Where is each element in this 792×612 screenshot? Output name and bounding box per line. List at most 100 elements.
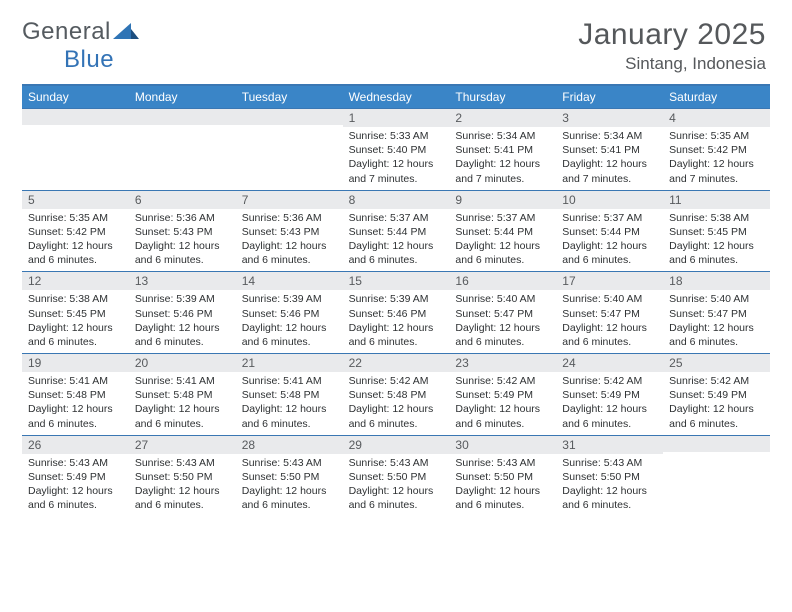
day-cell: 20Sunrise: 5:41 AMSunset: 5:48 PMDayligh… <box>129 354 236 435</box>
sunset-text: Sunset: 5:48 PM <box>28 388 123 402</box>
daylight-text: Daylight: 12 hours and 6 minutes. <box>455 484 550 512</box>
day-cell: 16Sunrise: 5:40 AMSunset: 5:47 PMDayligh… <box>449 272 556 353</box>
day-number: 29 <box>343 436 450 454</box>
day-cell: 29Sunrise: 5:43 AMSunset: 5:50 PMDayligh… <box>343 436 450 517</box>
sunrise-text: Sunrise: 5:36 AM <box>135 211 230 225</box>
sunrise-text: Sunrise: 5:34 AM <box>455 129 550 143</box>
day-number: 24 <box>556 354 663 372</box>
sunrise-text: Sunrise: 5:34 AM <box>562 129 657 143</box>
sunrise-text: Sunrise: 5:33 AM <box>349 129 444 143</box>
day-cell: 6Sunrise: 5:36 AMSunset: 5:43 PMDaylight… <box>129 191 236 272</box>
sunset-text: Sunset: 5:44 PM <box>455 225 550 239</box>
sunset-text: Sunset: 5:48 PM <box>242 388 337 402</box>
daylight-text: Daylight: 12 hours and 6 minutes. <box>28 239 123 267</box>
daylight-text: Daylight: 12 hours and 7 minutes. <box>455 157 550 185</box>
day-cell: 7Sunrise: 5:36 AMSunset: 5:43 PMDaylight… <box>236 191 343 272</box>
day-details <box>663 452 770 510</box>
location-label: Sintang, Indonesia <box>578 54 766 74</box>
day-number: 14 <box>236 272 343 290</box>
daylight-text: Daylight: 12 hours and 6 minutes. <box>669 239 764 267</box>
day-number: 31 <box>556 436 663 454</box>
day-details: Sunrise: 5:43 AMSunset: 5:50 PMDaylight:… <box>556 454 663 513</box>
day-details: Sunrise: 5:38 AMSunset: 5:45 PMDaylight:… <box>22 290 129 349</box>
sunset-text: Sunset: 5:46 PM <box>242 307 337 321</box>
day-cell: 23Sunrise: 5:42 AMSunset: 5:49 PMDayligh… <box>449 354 556 435</box>
day-cell: 11Sunrise: 5:38 AMSunset: 5:45 PMDayligh… <box>663 191 770 272</box>
sunset-text: Sunset: 5:44 PM <box>562 225 657 239</box>
sunset-text: Sunset: 5:48 PM <box>135 388 230 402</box>
day-details: Sunrise: 5:34 AMSunset: 5:41 PMDaylight:… <box>556 127 663 186</box>
day-details: Sunrise: 5:37 AMSunset: 5:44 PMDaylight:… <box>449 209 556 268</box>
day-details: Sunrise: 5:43 AMSunset: 5:50 PMDaylight:… <box>236 454 343 513</box>
sunrise-text: Sunrise: 5:36 AM <box>242 211 337 225</box>
day-number: 2 <box>449 109 556 127</box>
day-cell: 4Sunrise: 5:35 AMSunset: 5:42 PMDaylight… <box>663 109 770 190</box>
day-cell: 5Sunrise: 5:35 AMSunset: 5:42 PMDaylight… <box>22 191 129 272</box>
day-cell: 27Sunrise: 5:43 AMSunset: 5:50 PMDayligh… <box>129 436 236 517</box>
sunset-text: Sunset: 5:41 PM <box>455 143 550 157</box>
day-number: 30 <box>449 436 556 454</box>
week-row: 1Sunrise: 5:33 AMSunset: 5:40 PMDaylight… <box>22 108 770 190</box>
day-number: 16 <box>449 272 556 290</box>
sunrise-text: Sunrise: 5:39 AM <box>242 292 337 306</box>
sunrise-text: Sunrise: 5:43 AM <box>455 456 550 470</box>
sunrise-text: Sunrise: 5:43 AM <box>242 456 337 470</box>
page-header: GeneralBlue January 2025 Sintang, Indone… <box>22 18 770 74</box>
title-block: January 2025 Sintang, Indonesia <box>578 18 766 74</box>
sunrise-text: Sunrise: 5:37 AM <box>349 211 444 225</box>
sunrise-text: Sunrise: 5:42 AM <box>349 374 444 388</box>
daylight-text: Daylight: 12 hours and 6 minutes. <box>135 239 230 267</box>
sunrise-text: Sunrise: 5:43 AM <box>135 456 230 470</box>
week-row: 5Sunrise: 5:35 AMSunset: 5:42 PMDaylight… <box>22 190 770 272</box>
sunrise-text: Sunrise: 5:37 AM <box>562 211 657 225</box>
day-number: 8 <box>343 191 450 209</box>
day-cell: 28Sunrise: 5:43 AMSunset: 5:50 PMDayligh… <box>236 436 343 517</box>
daylight-text: Daylight: 12 hours and 6 minutes. <box>455 402 550 430</box>
daylight-text: Daylight: 12 hours and 6 minutes. <box>562 484 657 512</box>
sunrise-text: Sunrise: 5:42 AM <box>669 374 764 388</box>
day-number: 17 <box>556 272 663 290</box>
day-cell: 18Sunrise: 5:40 AMSunset: 5:47 PMDayligh… <box>663 272 770 353</box>
day-number: 1 <box>343 109 450 127</box>
brand-mark-icon <box>113 18 139 46</box>
day-cell: 25Sunrise: 5:42 AMSunset: 5:49 PMDayligh… <box>663 354 770 435</box>
day-cell: 24Sunrise: 5:42 AMSunset: 5:49 PMDayligh… <box>556 354 663 435</box>
day-number: 4 <box>663 109 770 127</box>
day-cell: 9Sunrise: 5:37 AMSunset: 5:44 PMDaylight… <box>449 191 556 272</box>
day-cell: 3Sunrise: 5:34 AMSunset: 5:41 PMDaylight… <box>556 109 663 190</box>
month-title: January 2025 <box>578 18 766 52</box>
day-number: 5 <box>22 191 129 209</box>
sunset-text: Sunset: 5:45 PM <box>669 225 764 239</box>
week-row: 26Sunrise: 5:43 AMSunset: 5:49 PMDayligh… <box>22 435 770 517</box>
weekday-header-row: Sunday Monday Tuesday Wednesday Thursday… <box>22 86 770 108</box>
day-cell: 15Sunrise: 5:39 AMSunset: 5:46 PMDayligh… <box>343 272 450 353</box>
day-details: Sunrise: 5:39 AMSunset: 5:46 PMDaylight:… <box>343 290 450 349</box>
day-number: 25 <box>663 354 770 372</box>
week-row: 12Sunrise: 5:38 AMSunset: 5:45 PMDayligh… <box>22 271 770 353</box>
sunrise-text: Sunrise: 5:39 AM <box>135 292 230 306</box>
day-number: 9 <box>449 191 556 209</box>
weeks-container: 1Sunrise: 5:33 AMSunset: 5:40 PMDaylight… <box>22 108 770 516</box>
day-cell: 21Sunrise: 5:41 AMSunset: 5:48 PMDayligh… <box>236 354 343 435</box>
daylight-text: Daylight: 12 hours and 6 minutes. <box>349 239 444 267</box>
day-details: Sunrise: 5:37 AMSunset: 5:44 PMDaylight:… <box>556 209 663 268</box>
day-number: 11 <box>663 191 770 209</box>
day-cell: 10Sunrise: 5:37 AMSunset: 5:44 PMDayligh… <box>556 191 663 272</box>
sunset-text: Sunset: 5:46 PM <box>349 307 444 321</box>
sunset-text: Sunset: 5:46 PM <box>135 307 230 321</box>
day-number: 28 <box>236 436 343 454</box>
day-number: 7 <box>236 191 343 209</box>
day-details: Sunrise: 5:33 AMSunset: 5:40 PMDaylight:… <box>343 127 450 186</box>
day-details: Sunrise: 5:37 AMSunset: 5:44 PMDaylight:… <box>343 209 450 268</box>
day-details: Sunrise: 5:43 AMSunset: 5:50 PMDaylight:… <box>129 454 236 513</box>
brand-logo: GeneralBlue <box>22 18 139 74</box>
day-cell: 22Sunrise: 5:42 AMSunset: 5:48 PMDayligh… <box>343 354 450 435</box>
sunrise-text: Sunrise: 5:41 AM <box>28 374 123 388</box>
day-details: Sunrise: 5:42 AMSunset: 5:48 PMDaylight:… <box>343 372 450 431</box>
day-number: 15 <box>343 272 450 290</box>
day-number: 12 <box>22 272 129 290</box>
day-cell: 26Sunrise: 5:43 AMSunset: 5:49 PMDayligh… <box>22 436 129 517</box>
day-details: Sunrise: 5:36 AMSunset: 5:43 PMDaylight:… <box>129 209 236 268</box>
daylight-text: Daylight: 12 hours and 6 minutes. <box>455 321 550 349</box>
sunrise-text: Sunrise: 5:40 AM <box>669 292 764 306</box>
